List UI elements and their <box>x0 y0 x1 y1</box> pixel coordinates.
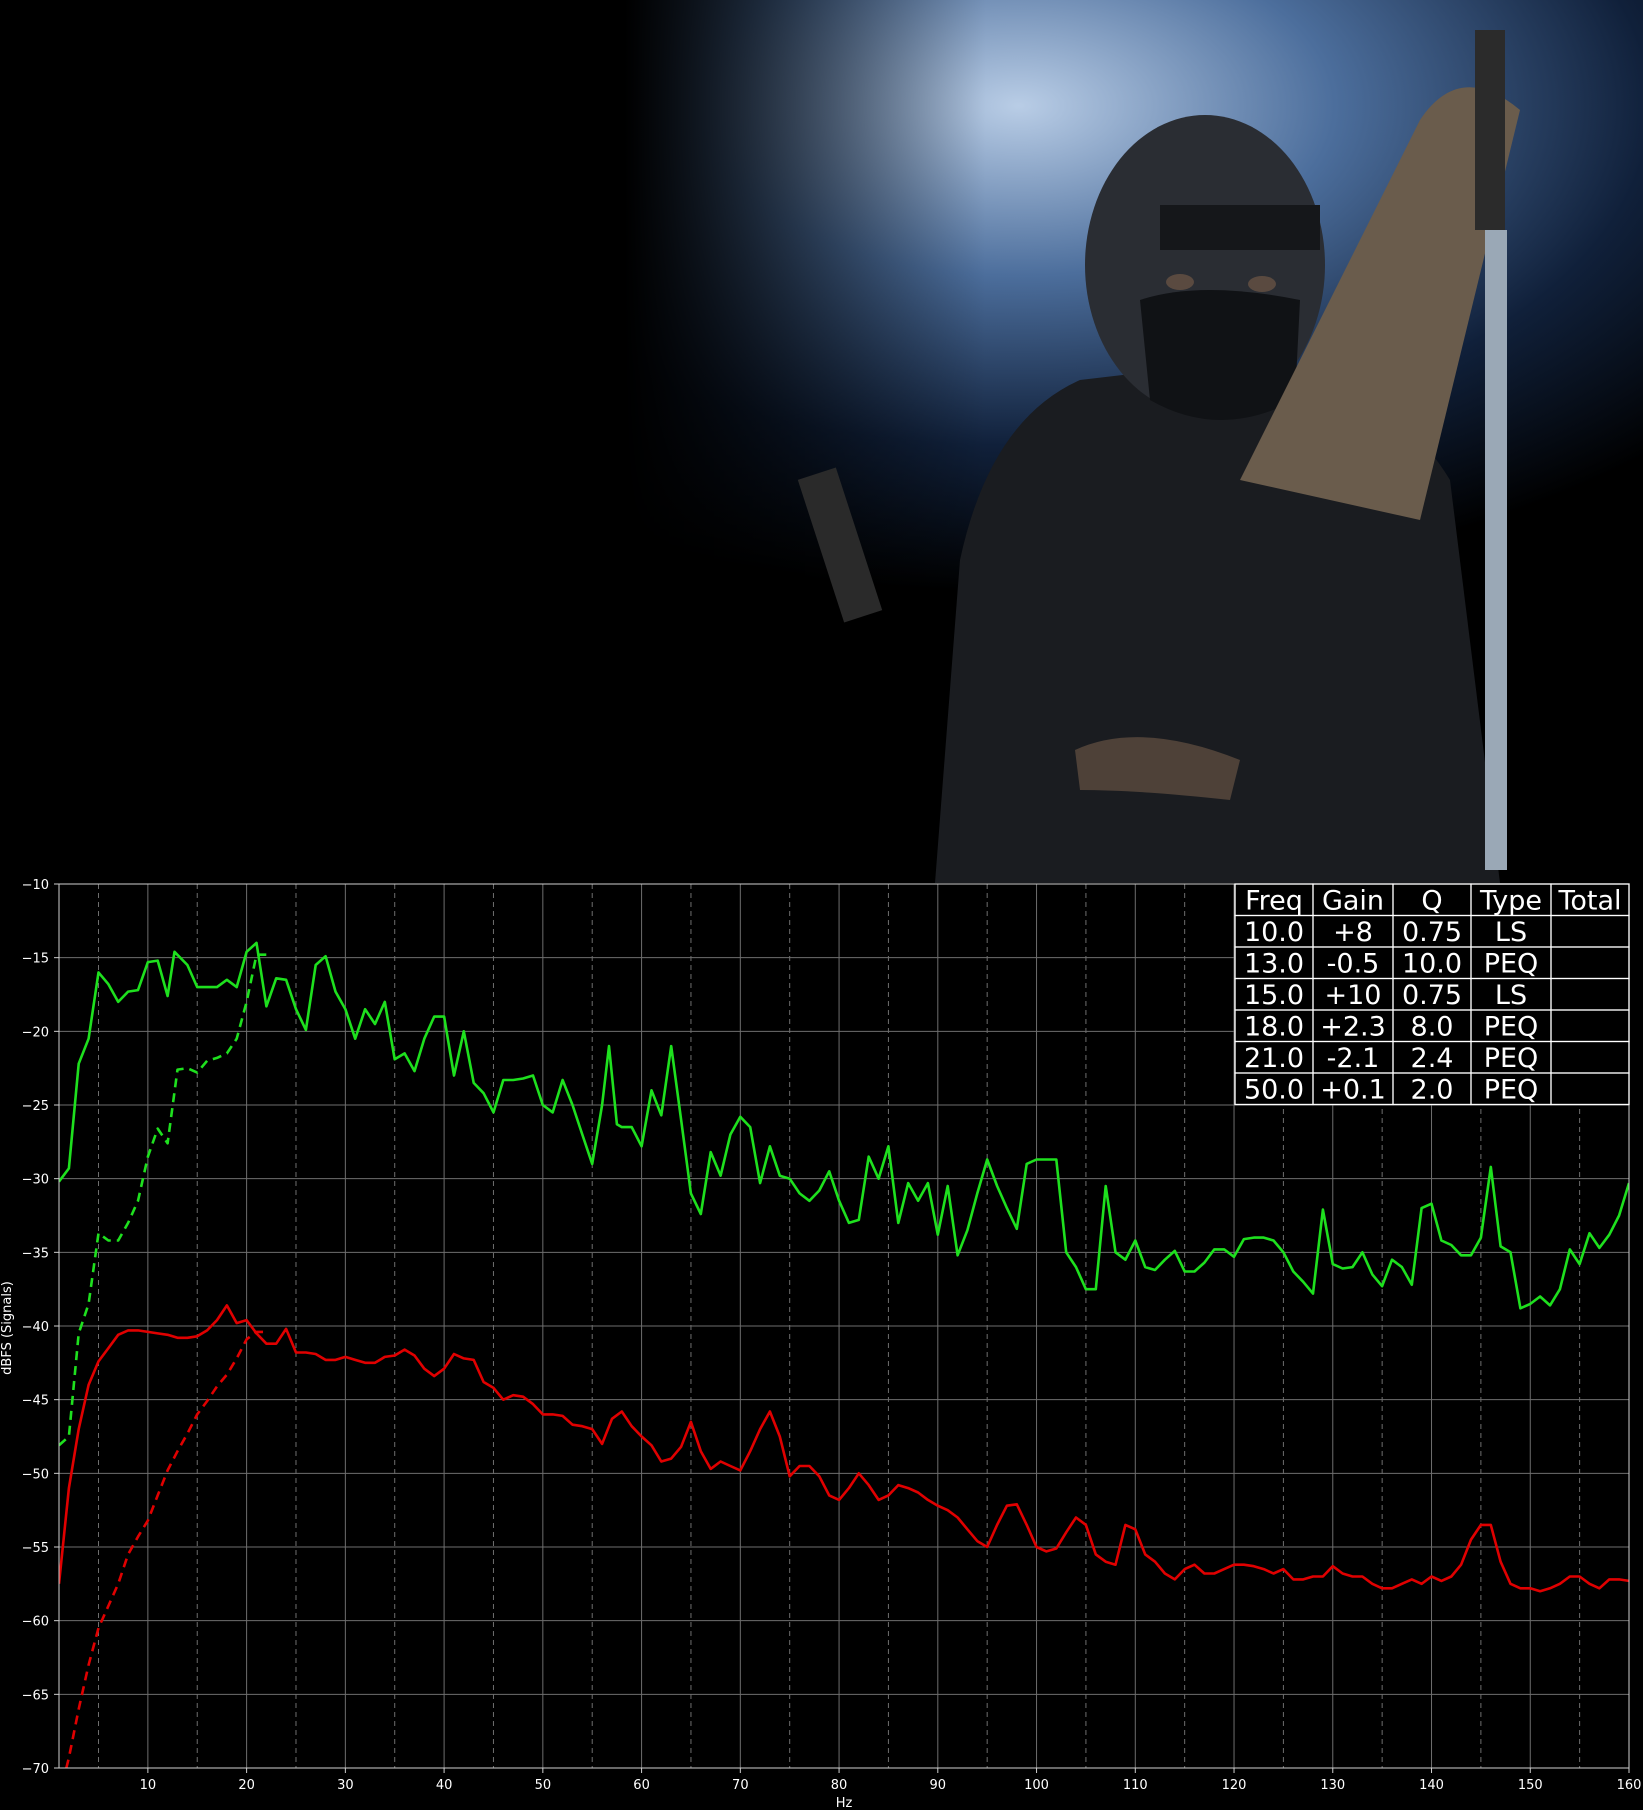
table-header-text: Q <box>1421 886 1442 917</box>
x-tick-label: 90 <box>930 1778 947 1793</box>
x-tick-label: 160 <box>1617 1778 1642 1793</box>
y-tick-label: −60 <box>22 1615 49 1630</box>
x-tick-label: 140 <box>1419 1778 1444 1793</box>
x-tick-label: 110 <box>1123 1778 1148 1793</box>
table-cell-text: 0.75 <box>1402 917 1462 948</box>
table-cell-text: 2.0 <box>1411 1075 1454 1106</box>
x-tick-label: 100 <box>1024 1778 1049 1793</box>
x-tick-label: 80 <box>831 1778 848 1793</box>
table-cell-text: 10.0 <box>1402 949 1462 980</box>
table-cell-text: PEQ <box>1484 1043 1539 1074</box>
y-tick-label: −65 <box>22 1688 49 1703</box>
table-header-text: Gain <box>1322 886 1384 917</box>
table-cell-text: LS <box>1495 980 1527 1011</box>
y-tick-label: −40 <box>22 1320 49 1335</box>
table-header-text: Total <box>1557 886 1621 917</box>
x-tick-label: 150 <box>1518 1778 1543 1793</box>
table-cell-text: -0.5 <box>1327 949 1380 980</box>
table-cell-text: 15.0 <box>1244 980 1304 1011</box>
table-cell-text: 10.0 <box>1244 917 1304 948</box>
series-line-4-dashed <box>64 1330 267 1768</box>
table-cell-text: +8 <box>1333 917 1373 948</box>
series-line-2-dashed <box>59 953 267 1447</box>
table-cell-text: +10 <box>1325 980 1382 1011</box>
y-tick-label: −70 <box>22 1762 49 1777</box>
filter-table: Freq Gain Q Type Total 10.0 +8 0.75 LS 13.0 -0.5 10… <box>1234 883 1630 1106</box>
x-tick-labels: 10 20 30 40 50 60 70 80 90 100 110 120 130 140 150 160 <box>140 1768 1642 1793</box>
x-tick-label: 50 <box>535 1778 552 1793</box>
table-cell-text: +2.3 <box>1320 1012 1386 1043</box>
series-line-1-solid <box>59 941 1629 1310</box>
table-cell-text: 2.4 <box>1411 1043 1454 1074</box>
x-tick-label: 20 <box>238 1778 255 1793</box>
x-tick-label: 30 <box>337 1778 354 1793</box>
table-cell-text: LS <box>1495 917 1527 948</box>
ninja-banner-image <box>0 0 1643 883</box>
table-cell-text: PEQ <box>1484 1012 1539 1043</box>
y-tick-label: −30 <box>22 1173 49 1188</box>
table-cell-text: PEQ <box>1484 1075 1539 1106</box>
y-tick-label: −35 <box>22 1246 49 1261</box>
x-tick-label: 120 <box>1222 1778 1247 1793</box>
table-header-text: Freq <box>1245 886 1303 917</box>
table-cell-text: +0.1 <box>1320 1075 1386 1106</box>
x-tick-label: 60 <box>633 1778 650 1793</box>
y-tick-label: −10 <box>22 878 49 893</box>
y-tick-label: −15 <box>22 952 49 967</box>
x-tick-label: 10 <box>140 1778 157 1793</box>
y-tick-label: −20 <box>22 1025 49 1040</box>
x-tick-label: 130 <box>1320 1778 1345 1793</box>
table-cell-text: 0.75 <box>1402 980 1462 1011</box>
y-tick-label: −45 <box>22 1394 49 1409</box>
frequency-response-chart: 10 20 30 40 50 60 70 80 90 100 110 120 130 140 150 160 … <box>0 878 1642 1810</box>
table-cell-text: PEQ <box>1484 949 1539 980</box>
y-tick-label: −25 <box>22 1099 49 1114</box>
series-line-3-solid <box>59 1304 1629 1593</box>
x-tick-label: 40 <box>436 1778 453 1793</box>
table-cell-text: 18.0 <box>1244 1012 1304 1043</box>
table-cell <box>1550 1072 1630 1106</box>
table-cell-text: 50.0 <box>1244 1075 1304 1106</box>
y-tick-label: −55 <box>22 1541 49 1556</box>
y-axis-label: dBFS (Signals) <box>0 1281 15 1375</box>
table-cell-text: -2.1 <box>1327 1043 1380 1074</box>
series-layer <box>59 941 1629 1768</box>
y-tick-label: −50 <box>22 1467 49 1482</box>
x-axis-label: Hz <box>836 1796 853 1810</box>
x-tick-label: 70 <box>732 1778 749 1793</box>
table-header-text: Type <box>1479 886 1542 917</box>
table-cell-text: 21.0 <box>1244 1043 1304 1074</box>
y-tick-labels: −10 −15 −20 −25 −30 −35 −40 −45 −50 −55 −60 −65 −70 <box>22 878 59 1777</box>
table-cell-text: 8.0 <box>1411 1012 1454 1043</box>
ninja-figure-icon <box>797 30 1520 883</box>
table-cell-text: 13.0 <box>1244 949 1304 980</box>
